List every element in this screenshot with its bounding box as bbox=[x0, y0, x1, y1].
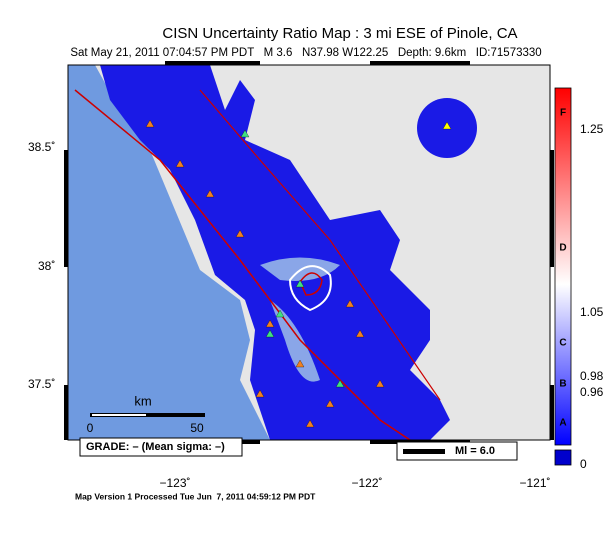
scale-unit: km bbox=[134, 393, 151, 408]
lat-label: 37.5˚ bbox=[28, 377, 55, 391]
footer: Map Version 1 Processed Tue Jun 7, 2011 … bbox=[75, 491, 316, 501]
fault-line bbox=[74, 89, 411, 440]
scale-bg bbox=[82, 390, 212, 426]
stations bbox=[145, 119, 385, 428]
lat-label: 38.5˚ bbox=[28, 140, 55, 154]
map bbox=[68, 65, 550, 440]
bay bbox=[270, 300, 320, 382]
title: CISN Uncertainty Ratio Map : 3 mi ESE of… bbox=[162, 25, 517, 42]
ocean bbox=[68, 65, 270, 440]
colorbar-label: 0.96 bbox=[580, 385, 604, 399]
mag-legend-box bbox=[396, 441, 518, 461]
grade-letters: F D C B A bbox=[559, 108, 566, 429]
station bbox=[442, 121, 452, 130]
fault-line bbox=[199, 89, 441, 401]
grade-text: GRADE: – (Mean sigma: –) bbox=[86, 441, 225, 453]
scale-bar bbox=[90, 413, 205, 417]
colorbar-label: 1.05 bbox=[580, 305, 604, 319]
contour bbox=[299, 272, 323, 296]
grade-letter: C bbox=[559, 338, 566, 349]
lon-label: −121˚ bbox=[519, 476, 550, 490]
grade-letter: F bbox=[560, 108, 566, 119]
stations bbox=[240, 129, 345, 388]
scale-start: 0 bbox=[87, 421, 94, 435]
mag-legend-bar bbox=[403, 449, 445, 454]
scale-bar bbox=[92, 414, 146, 416]
subtitle: Sat May 21, 2011 07:04:57 PM PDT M 3.6 N… bbox=[70, 47, 541, 59]
grade-letter: A bbox=[559, 418, 566, 429]
grade-box bbox=[79, 437, 243, 457]
colorbar bbox=[554, 87, 572, 446]
mag-legend-text: Ml = 6.0 bbox=[455, 445, 495, 457]
lat-label: 38˚ bbox=[38, 259, 55, 273]
colorbar-labels: 1.25 1.05 0.98 0.96 0 bbox=[580, 122, 604, 471]
coverage-region bbox=[100, 65, 450, 440]
lon-label: −123˚ bbox=[159, 476, 190, 490]
grade-letter: D bbox=[559, 243, 566, 254]
colorbar-nodata bbox=[554, 449, 572, 466]
colorbar-label: 0.98 bbox=[580, 369, 604, 383]
contour bbox=[288, 265, 332, 312]
lon-label: −122˚ bbox=[351, 476, 382, 490]
scale-end: 50 bbox=[190, 421, 204, 435]
grade-letter: B bbox=[559, 379, 566, 390]
colorbar-label: 1.25 bbox=[580, 122, 604, 136]
colorbar-label: 0 bbox=[580, 457, 587, 471]
